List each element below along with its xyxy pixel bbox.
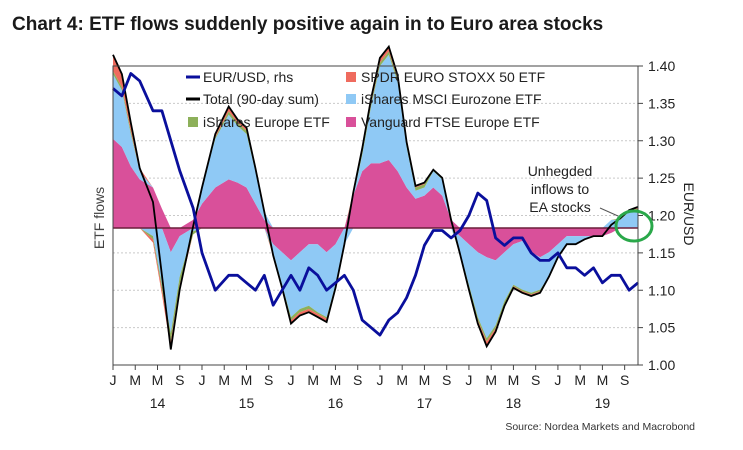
- y-tick-label: 1.40: [648, 58, 675, 74]
- x-tick-label: M: [241, 372, 253, 388]
- annotation-line: EA stocks: [529, 199, 590, 215]
- y-tick-label: 1.10: [648, 282, 675, 298]
- y-tick-label: 1.30: [648, 133, 675, 149]
- area-vanguard-positive: [113, 138, 638, 228]
- line-eurusd: [112, 72, 639, 337]
- x-tick-label: J: [465, 372, 472, 388]
- x-year-label: 19: [595, 395, 611, 411]
- x-tick-label: M: [129, 372, 141, 388]
- x-tick-label: M: [419, 372, 431, 388]
- x-tick-label: J: [198, 372, 205, 388]
- x-year-label: 15: [239, 395, 255, 411]
- x-tick-label: M: [485, 372, 497, 388]
- annotation-line: Unhegded: [528, 163, 593, 179]
- y-axis-label-right: EUR/USD: [681, 182, 697, 245]
- legend-swatch: [346, 117, 356, 127]
- x-tick-label: M: [574, 372, 586, 388]
- x-tick-label: M: [152, 372, 164, 388]
- x-tick-label: J: [376, 372, 383, 388]
- x-tick-label: S: [620, 372, 629, 388]
- y-tick-label: 1.35: [648, 95, 675, 111]
- legend-label: SPDR EURO STOXX 50 ETF: [361, 69, 545, 85]
- y-tick-label: 1.25: [648, 170, 675, 186]
- x-year-label: 18: [506, 395, 522, 411]
- area-spdr-positive: [113, 46, 638, 228]
- page-title: Chart 4: ETF flows suddenly positive aga…: [12, 14, 604, 35]
- x-tick-label: S: [264, 372, 273, 388]
- x-tick-label: J: [110, 372, 117, 388]
- x-tick-label: M: [330, 372, 342, 388]
- x-tick-label: M: [396, 372, 408, 388]
- y-axis-right: 1.40 1.35 1.30 1.25 1.20 1.15 1.10 1.05 1.00: [638, 58, 675, 373]
- x-tick-label: M: [508, 372, 520, 388]
- x-tick-label: M: [307, 372, 319, 388]
- annotation: Unhegded inflows to EA stocks: [528, 163, 654, 243]
- x-year-label: 17: [417, 395, 433, 411]
- x-tick-label: S: [353, 372, 362, 388]
- highlight-circle: [614, 209, 654, 243]
- annotation-line: inflows to: [531, 181, 590, 197]
- line-total: [112, 44, 639, 350]
- x-tick-label: S: [175, 372, 184, 388]
- x-year-label: 14: [150, 395, 166, 411]
- x-tick-label: S: [442, 372, 451, 388]
- area-ishares_msci-positive: [113, 54, 638, 229]
- y-tick-label: 1.00: [648, 357, 675, 373]
- area-ishares_msci-negative: [113, 228, 638, 339]
- legend-label: EUR/USD, rhs: [203, 69, 293, 85]
- source-note: Source: Nordea Markets and Macrobond: [505, 421, 695, 433]
- series-lines: [112, 44, 639, 350]
- y-axis-label-left: ETF flows: [91, 187, 107, 249]
- x-tick-label: S: [531, 372, 540, 388]
- area-vanguard-negative: [113, 228, 638, 261]
- legend-swatch: [346, 94, 356, 104]
- legend-label: iShares Europe ETF: [203, 114, 330, 130]
- legend: EUR/USD, rhs SPDR EURO STOXX 50 ETF Total …: [186, 69, 545, 130]
- y-tick-label: 1.20: [648, 208, 675, 224]
- legend-label: Vanguard FTSE Europe ETF: [361, 114, 540, 130]
- legend-label: Total (90-day sum): [203, 91, 319, 107]
- x-tick-label: J: [554, 372, 561, 388]
- y-tick-label: 1.05: [648, 320, 675, 336]
- legend-swatch: [188, 117, 198, 127]
- x-year-label: 16: [328, 395, 344, 411]
- flow-areas: [113, 46, 638, 350]
- y-tick-label: 1.15: [648, 245, 675, 261]
- legend-label: iShares MSCI Eurozone ETF: [361, 91, 542, 107]
- x-tick-label: M: [597, 372, 609, 388]
- annotation-arrow: [599, 207, 619, 217]
- x-tick-label: M: [218, 372, 230, 388]
- x-tick-label: J: [287, 372, 294, 388]
- legend-swatch: [346, 72, 356, 82]
- x-axis: J M M S J M M S J M M S J M M S J M M S J M M S14 15 16 17 18 19: [110, 365, 629, 411]
